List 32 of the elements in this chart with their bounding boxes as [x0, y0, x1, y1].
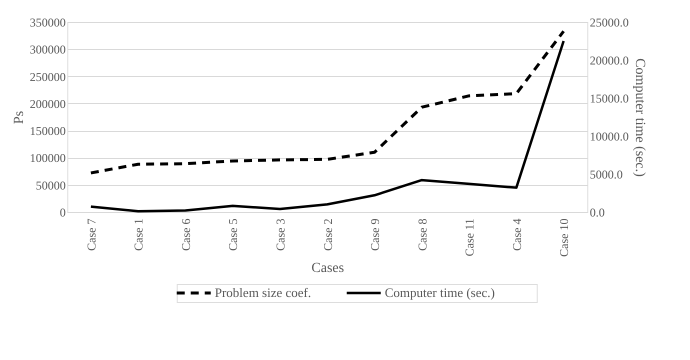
x-tick-label: Case 4 [510, 218, 524, 251]
x-axis-title: Cases [311, 260, 344, 276]
x-tick-label: Case 10 [557, 218, 572, 257]
x-tick-label: Case 11 [462, 218, 477, 256]
legend-label: Computer time (sec.) [384, 285, 495, 300]
legend-label: Problem size coef. [214, 285, 312, 300]
y2-tick-label: 5000.0 [590, 168, 623, 182]
y-axis-title: Ps [12, 110, 27, 124]
x-tick-label: Case 8 [415, 218, 430, 251]
y-tick-label: 300000 [30, 42, 66, 57]
x-tick-label: Case 3 [273, 218, 288, 251]
y-tick-label: 250000 [30, 70, 66, 84]
x-tick-label: Case 7 [84, 218, 98, 251]
y-tick-label: 350000 [30, 16, 66, 30]
y2-tick-label: 10000.0 [590, 130, 629, 144]
y2-tick-label: 15000.0 [590, 92, 629, 106]
y2-axis-title: Computer time (sec.) [632, 58, 647, 178]
line-series [89, 30, 566, 174]
line-series [90, 40, 565, 212]
y-tick-label: 0 [60, 206, 66, 220]
x-tick-label: Case 2 [320, 218, 335, 251]
x-tick-label: Case 6 [178, 218, 193, 251]
y2-tick-label: 20000.0 [590, 54, 629, 68]
y-tick-label: 200000 [30, 96, 66, 111]
y-tick-label: 150000 [30, 124, 66, 138]
y2-tick-label: 25000.0 [590, 16, 629, 30]
x-tick-label: Case 9 [368, 218, 382, 251]
x-tick-label: Case 1 [132, 218, 146, 251]
y-tick-label: 50000 [36, 178, 66, 192]
x-tick-label: Case 5 [226, 218, 240, 251]
y-tick-label: 100000 [30, 151, 66, 166]
y2-tick-label: 0.0 [590, 206, 605, 220]
